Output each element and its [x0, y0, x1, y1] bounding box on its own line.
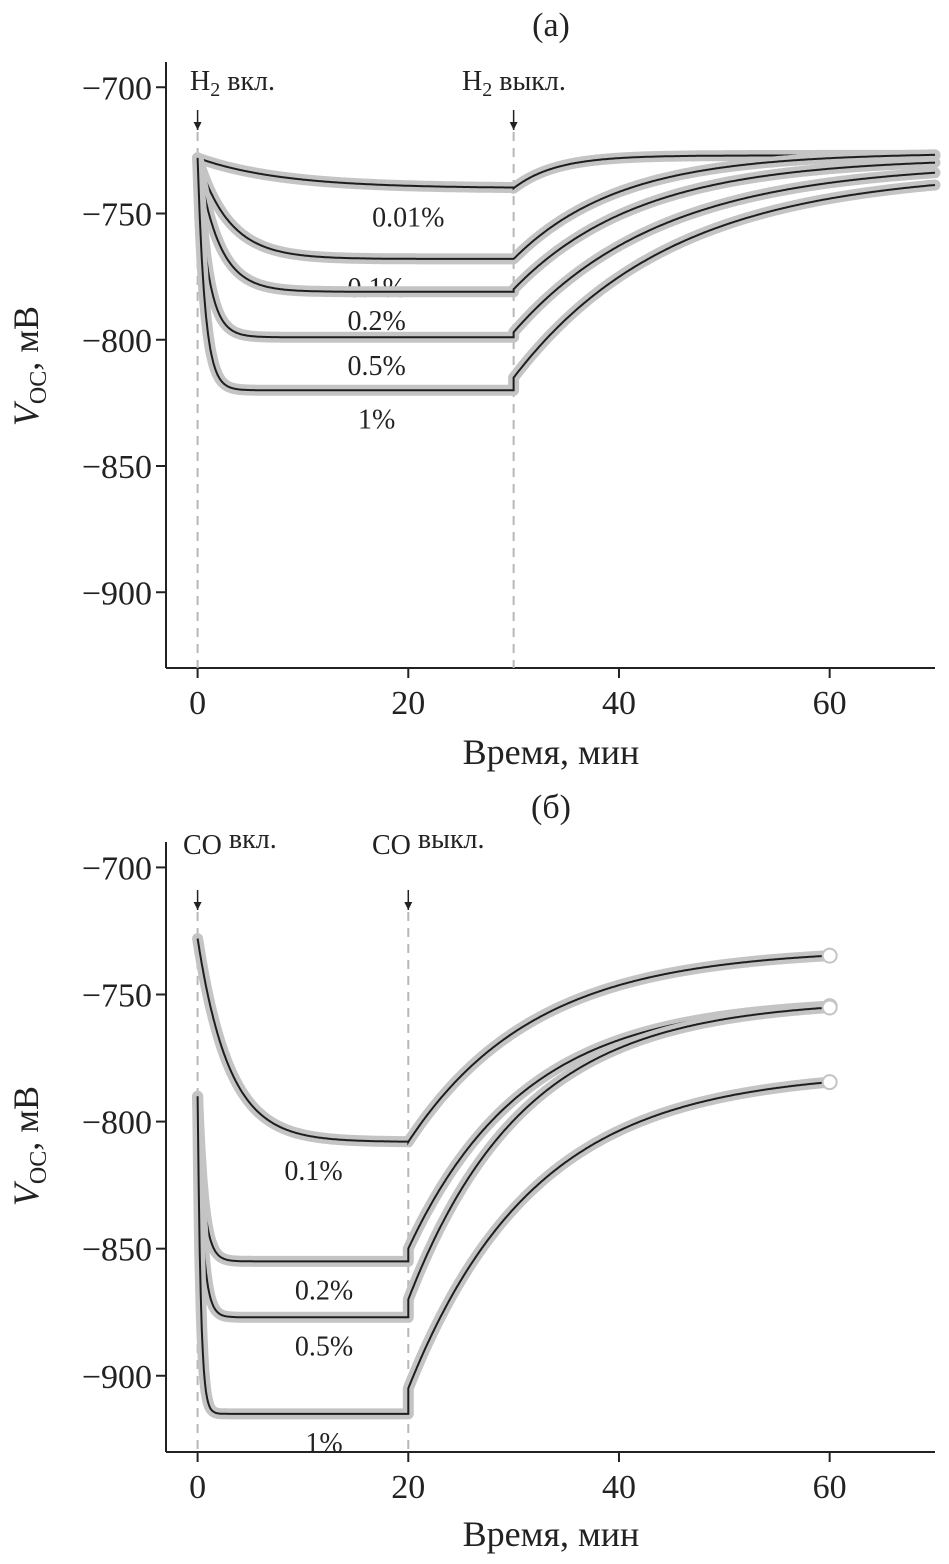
- x-tick-label-b: 20: [391, 1469, 425, 1506]
- svg-text:VOC, мВ: VOC, мВ: [6, 1086, 52, 1206]
- chart-panel-a: (а) VOC, мВ Время, мин H2 вкл. H2 выкл. …: [6, 7, 941, 772]
- y-axis-label-rest-a: , мВ: [6, 306, 46, 371]
- panel-label-b: (б): [531, 789, 571, 826]
- series-label-a-3: 0.5%: [348, 351, 406, 382]
- panel-label-a: (а): [532, 7, 570, 44]
- y-axis-label-sub-a: OC: [26, 371, 52, 404]
- x-tick-label-b: 0: [189, 1469, 206, 1506]
- gas-off-arrowhead-a: [509, 122, 518, 130]
- x-tick-label-b: 60: [813, 1469, 847, 1506]
- x-tick-label-a: 60: [813, 685, 847, 722]
- x-axis-label-b: Время, мин: [463, 1514, 640, 1554]
- x-tick-label-a: 40: [602, 685, 636, 722]
- gas-on-label-a: H2 вкл.: [190, 66, 275, 101]
- x-tick-label-b: 40: [602, 1469, 636, 1506]
- y-tick-label-b: −800: [82, 1105, 152, 1142]
- series-label-a-4: 1%: [358, 404, 395, 435]
- gas-off-arrowhead-b: [404, 902, 413, 910]
- series-markers-b-0: [192, 933, 836, 1148]
- y-tick-label-a: −900: [82, 575, 152, 612]
- series-end-marker-b-3: [821, 1074, 838, 1091]
- series-line-a-1: [196, 153, 936, 260]
- gas-on-label-b: CO вкл.: [183, 824, 277, 861]
- y-tick-label-b: −850: [82, 1232, 152, 1269]
- y-tick-label-a: −850: [82, 449, 152, 486]
- y-axis-label-a: VOC, мВ: [6, 306, 52, 426]
- series-label-b-2: 0.5%: [295, 1331, 353, 1362]
- series-line-a-2: [196, 157, 936, 293]
- series-label-b-1: 0.2%: [295, 1275, 353, 1306]
- y-axis-label-sub-b: OC: [26, 1151, 52, 1184]
- series-label-b-0: 0.1%: [284, 1156, 342, 1187]
- svg-text:VOC, мВ: VOC, мВ: [6, 306, 52, 426]
- gas-off-label-b: CO выкл.: [372, 824, 485, 861]
- gas-on-arrowhead-a: [193, 122, 202, 130]
- series-line-b-3: [196, 1081, 830, 1415]
- gas-off-label-a: H2 выкл.: [462, 66, 566, 101]
- y-tick-label-a: −700: [82, 70, 152, 107]
- series-label-b-3: 1%: [305, 1428, 342, 1459]
- gas-on-arrowhead-b: [193, 902, 202, 910]
- y-tick-label-a: −750: [82, 197, 152, 234]
- series-line-b-0: [196, 938, 830, 1146]
- y-tick-label-a: −800: [82, 323, 152, 360]
- chart-panel-b: (б) VOC, мВ Время, мин CO вкл. CO выкл. …: [6, 789, 935, 1554]
- series-line-a-4: [196, 157, 936, 392]
- y-axis-label-main-b: V: [6, 1180, 46, 1206]
- series-markers-a-4: [192, 152, 941, 396]
- x-tick-label-a: 20: [391, 685, 425, 722]
- series-line-a-3: [196, 157, 936, 339]
- x-tick-label-a: 0: [189, 685, 206, 722]
- y-tick-label-b: −700: [82, 850, 152, 887]
- series-line-b-2: [196, 1006, 830, 1319]
- series-end-marker-b-0: [821, 947, 838, 964]
- series-label-a-0: 0.01%: [372, 202, 444, 233]
- y-axis-label-b: VOC, мВ: [6, 1086, 52, 1206]
- series-label-a-2: 0.2%: [348, 306, 406, 337]
- series-end-marker-b-2: [821, 999, 838, 1016]
- y-axis-label-main-a: V: [6, 400, 46, 426]
- y-axis-label-rest-b: , мВ: [6, 1086, 46, 1151]
- y-tick-label-b: −900: [82, 1359, 152, 1396]
- x-axis-label-a: Время, мин: [463, 732, 640, 772]
- y-tick-label-b: −750: [82, 978, 152, 1015]
